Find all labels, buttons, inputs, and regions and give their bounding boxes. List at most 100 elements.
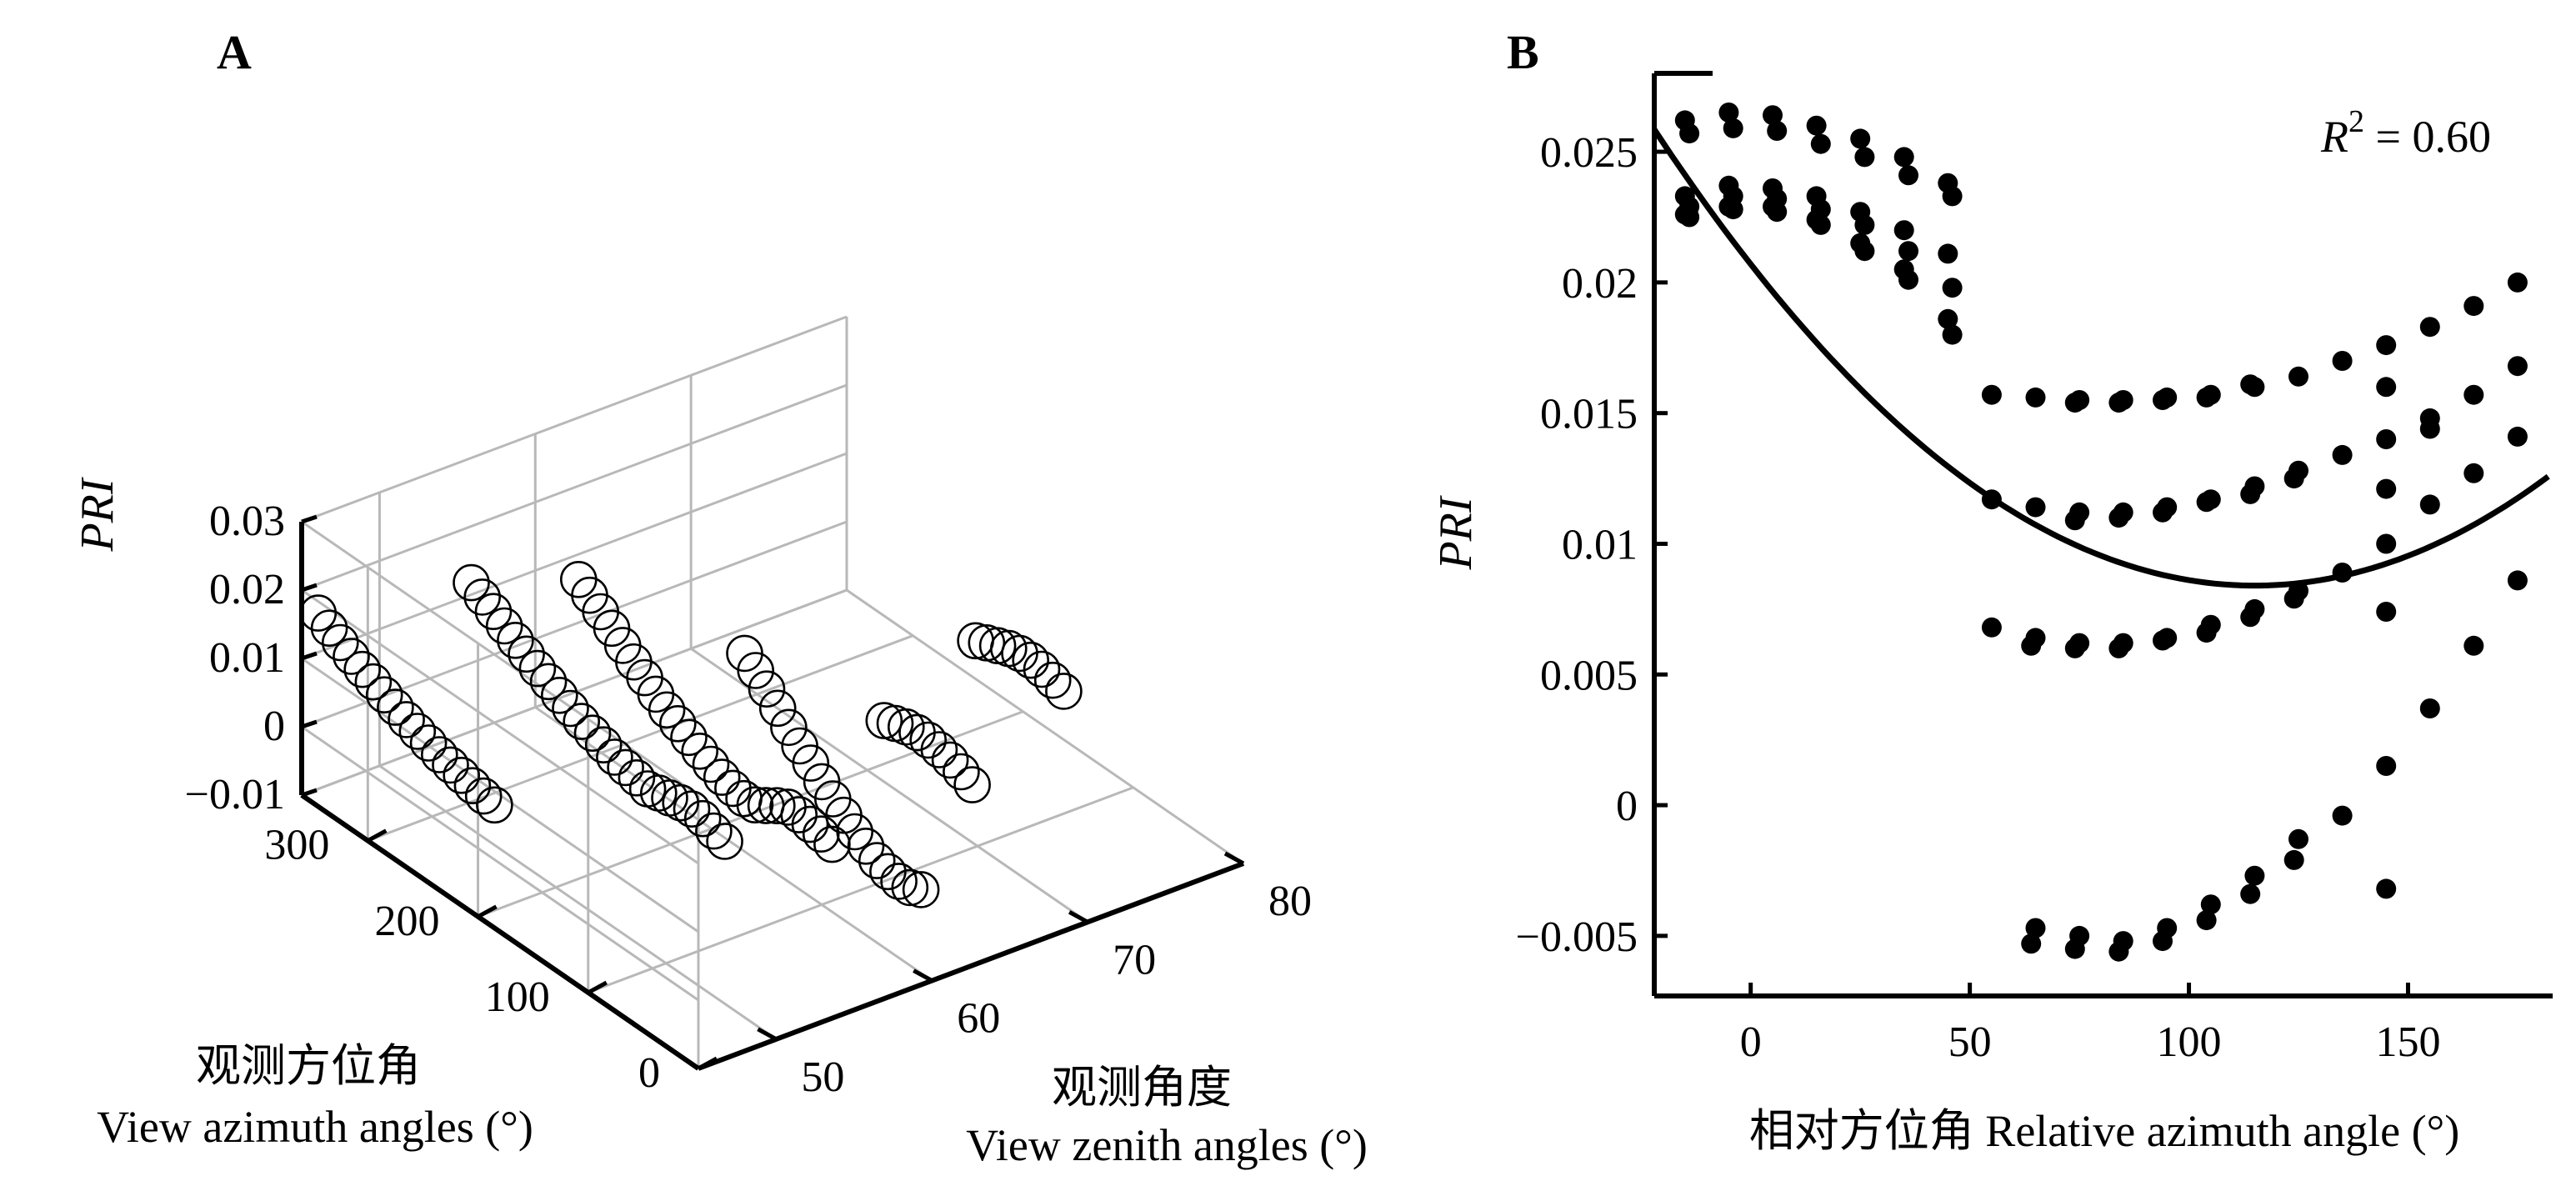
grid-line-side-wall-pri	[301, 452, 848, 660]
grid-line-floor-azimuth	[588, 786, 1134, 994]
open-circle-marker	[792, 744, 830, 782]
open-circle-marker	[748, 670, 786, 708]
panel-a-label: A	[217, 25, 252, 79]
open-circle-marker	[909, 721, 947, 759]
data-point	[1767, 202, 1788, 223]
open-circle-marker	[420, 736, 458, 773]
open-circle-marker	[891, 868, 929, 907]
data-point	[2419, 698, 2440, 718]
data-point	[1938, 308, 1958, 329]
data-point	[2021, 933, 2042, 954]
y-tick-label: 0	[1616, 783, 1638, 830]
panel-a-3d-chart: A −0.01 0 0.01 0.02 0.03 0 100 200 300 50 60 70 80 P…	[72, 25, 1368, 1170]
data-point	[1854, 241, 1875, 262]
panel-a-azimuth-title-en: View azimuth angles (°)	[97, 1102, 533, 1152]
data-point	[2463, 463, 2484, 483]
data-point	[2025, 387, 2046, 408]
open-circle-marker	[902, 871, 940, 908]
data-point	[1942, 278, 1963, 298]
open-circle-marker	[377, 688, 414, 726]
open-circle-marker	[978, 627, 1017, 665]
open-circle-marker	[518, 649, 557, 688]
open-circle-marker	[943, 753, 980, 791]
open-circle-marker	[559, 560, 598, 598]
data-point	[2283, 849, 2304, 870]
open-circle-marker	[880, 863, 918, 900]
data-point	[2507, 426, 2528, 447]
open-circle-marker	[673, 790, 711, 828]
azimuth-tick-label: 100	[485, 973, 550, 1021]
data-point	[1723, 118, 1743, 138]
data-point	[2153, 630, 2173, 651]
open-circle-marker	[953, 766, 991, 803]
open-circle-marker	[836, 813, 873, 851]
azimuth-tick-mark	[477, 904, 498, 918]
data-point	[2376, 335, 2397, 356]
data-point	[1679, 207, 1700, 228]
data-point	[1723, 199, 1743, 220]
open-circle-marker	[780, 796, 818, 833]
open-circle-marker	[453, 563, 490, 602]
quadratic-fit-line	[1652, 128, 2550, 589]
grid-line-floor-zenith	[846, 588, 1244, 865]
x-tick-label: 50	[1948, 1018, 1992, 1066]
open-circle-marker	[736, 786, 774, 824]
zenith-tick-label: 70	[1113, 936, 1156, 983]
open-circle-marker	[1045, 673, 1083, 710]
open-circle-marker	[869, 853, 907, 891]
open-circle-marker	[920, 731, 958, 768]
azimuth-axis-line	[300, 793, 700, 1071]
r2-symbol: R	[2320, 112, 2348, 162]
azimuth-tick-mark	[367, 828, 388, 843]
open-circle-marker	[529, 663, 568, 701]
data-point	[1763, 105, 1783, 126]
data-point	[1898, 165, 1918, 186]
data-point	[2108, 508, 2129, 528]
data-point	[2376, 533, 2397, 554]
open-circle-marker	[658, 704, 697, 743]
open-circle-marker	[463, 578, 502, 616]
data-point	[1981, 617, 2002, 638]
open-circle-marker	[453, 767, 492, 805]
open-circle-marker	[1001, 634, 1038, 673]
data-point	[2196, 910, 2217, 931]
panel-b-label: B	[1507, 25, 1539, 79]
panel-b-r2-annotation: R2 = 0.60	[2320, 104, 2491, 162]
zenith-tick-mark	[1068, 910, 1089, 924]
data-point	[1854, 147, 1875, 168]
open-circle-marker	[681, 732, 719, 770]
panel-a-ticks: −0.01 0 0.01 0.02 0.03 0 100 200 300 50 60 70 80	[185, 498, 1312, 1101]
open-circle-marker	[552, 689, 589, 728]
data-point	[2108, 941, 2129, 962]
zenith-tick-label: 60	[957, 995, 1000, 1043]
data-point	[2463, 635, 2484, 656]
open-circle-marker	[409, 724, 448, 762]
data-point	[2064, 393, 2085, 413]
data-point	[1942, 186, 1963, 207]
data-point	[1850, 128, 1871, 149]
data-point	[2153, 390, 2173, 410]
azimuth-tick-label: 300	[264, 822, 329, 869]
open-circle-marker	[770, 708, 808, 747]
open-circle-marker	[791, 805, 829, 843]
data-point	[2196, 387, 2217, 408]
open-circle-marker	[474, 593, 513, 631]
data-point	[2376, 429, 2397, 449]
open-circle-marker	[865, 702, 903, 739]
y-tick-label: 0.015	[1540, 391, 1638, 438]
data-point	[2376, 756, 2397, 776]
azimuth-tick-mark	[587, 980, 608, 995]
data-point	[2021, 635, 2042, 656]
data-point	[1806, 115, 1827, 136]
grid-line-side-wall-pri	[301, 520, 848, 728]
r2-superscript: 2	[2348, 104, 2364, 139]
data-point	[2288, 366, 2308, 387]
data-point	[1810, 133, 1831, 154]
open-circle-marker	[497, 621, 534, 659]
data-point	[1893, 147, 1914, 168]
open-circle-marker	[476, 786, 513, 824]
data-point	[2025, 497, 2046, 518]
zenith-tick-label: 50	[801, 1053, 844, 1101]
open-circle-marker	[858, 842, 896, 879]
data-point	[2507, 272, 2528, 293]
